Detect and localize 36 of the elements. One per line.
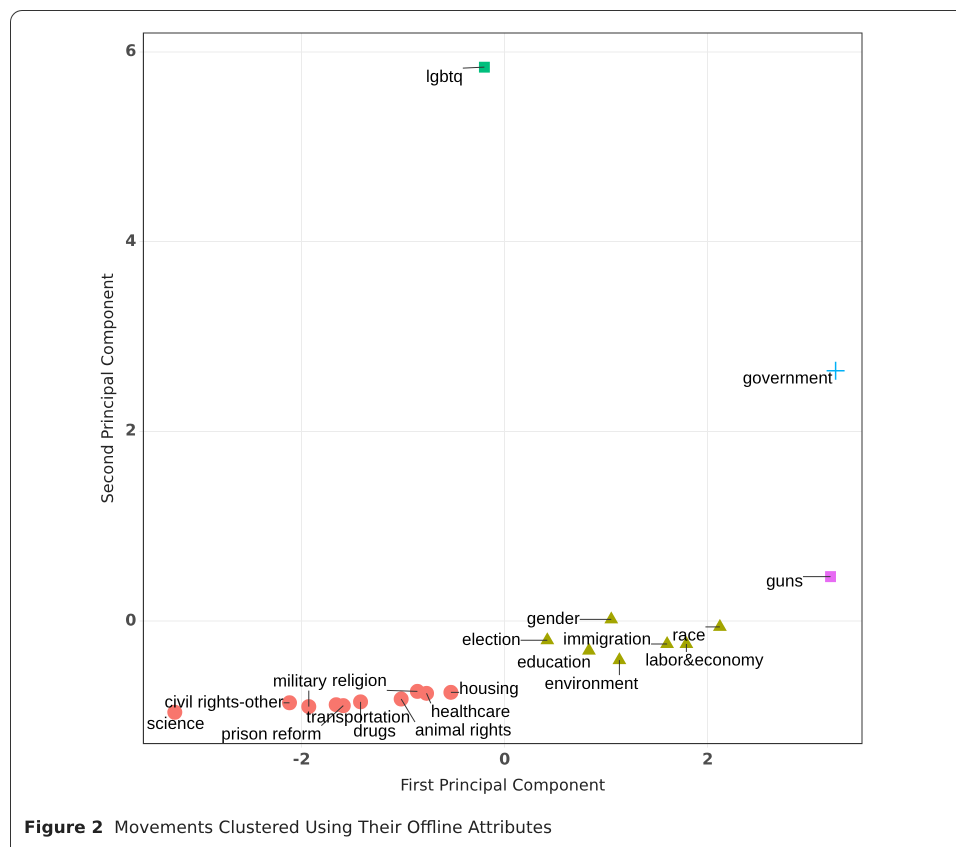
point xyxy=(443,684,458,700)
data-label: military xyxy=(272,671,328,690)
point xyxy=(282,695,298,710)
y-tick-label: 6 xyxy=(125,41,136,60)
data-label: housing xyxy=(459,679,519,698)
data-label: race xyxy=(672,626,706,645)
point xyxy=(478,62,490,73)
y-axis-title: Second Principal Component xyxy=(98,273,117,504)
y-tick-label: 0 xyxy=(125,610,136,630)
y-tick-label: 4 xyxy=(125,230,136,250)
data-label: prison reform xyxy=(221,724,322,744)
point xyxy=(353,694,368,710)
data-label: science xyxy=(146,714,204,733)
data-label: immigration xyxy=(563,630,652,649)
data-label: government xyxy=(742,368,833,388)
data-label: election xyxy=(462,630,521,649)
x-tick-label: -2 xyxy=(292,749,311,768)
point xyxy=(825,571,836,582)
data-label: lgbtq xyxy=(426,66,463,86)
data-label: labor&economy xyxy=(645,650,764,670)
x-tick-label: 0 xyxy=(499,749,510,768)
data-label: healthcare xyxy=(430,702,510,722)
x-axis-title: First Principal Component xyxy=(400,776,606,795)
data-label: animal rights xyxy=(414,720,512,740)
data-label: drugs xyxy=(353,722,396,741)
data-label: religion xyxy=(332,671,387,690)
point xyxy=(419,686,434,701)
data-label: environment xyxy=(544,674,638,693)
data-label: guns xyxy=(766,571,803,590)
caption: Figure 2 Movements Clustered Using Their Offline Attributes xyxy=(24,818,552,838)
point xyxy=(394,692,409,707)
data-label: gender xyxy=(526,609,580,628)
x-tick-label: 2 xyxy=(702,749,714,768)
y-tick-label: 2 xyxy=(125,420,136,440)
data-label: civil rights-other xyxy=(164,692,284,712)
data-label: education xyxy=(517,652,591,672)
